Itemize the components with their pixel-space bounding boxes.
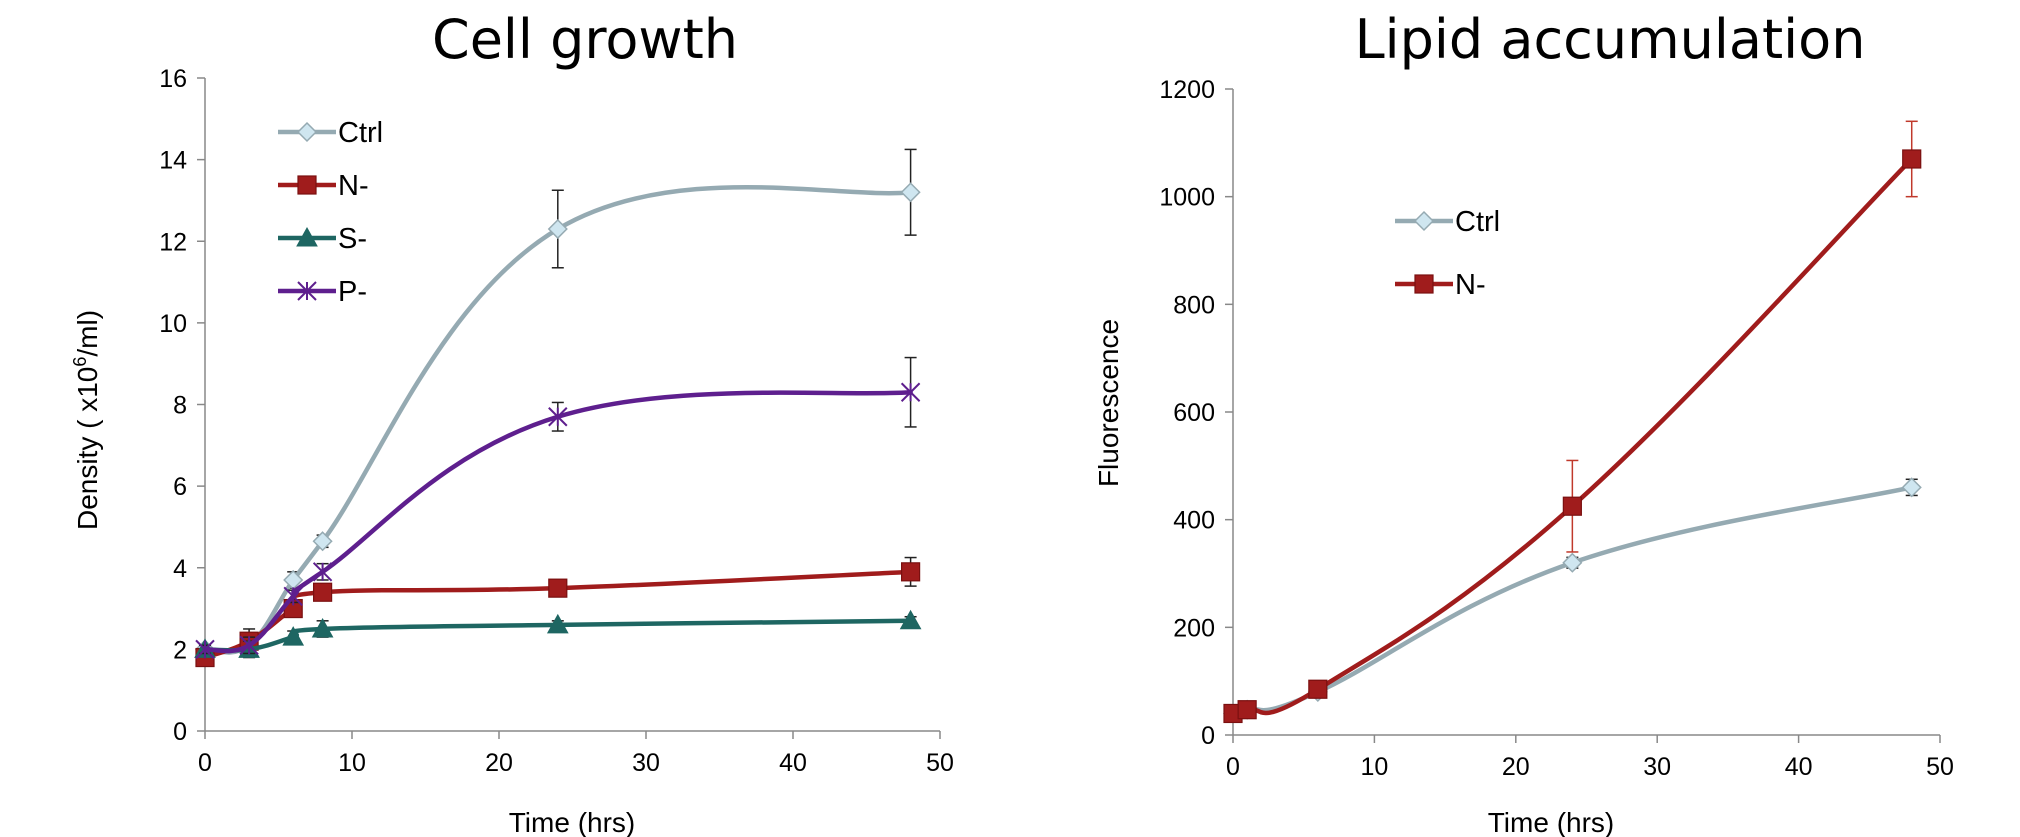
cell-growth-chart: Cell growth Time (hrs) Density ( x106/ml…	[70, 8, 954, 837]
data-point	[1308, 679, 1328, 699]
y-tick-label: 0	[1201, 722, 1215, 750]
x-axis-label: Time (hrs)	[509, 807, 636, 837]
data-point	[282, 626, 305, 646]
legend-marker	[297, 281, 317, 301]
y-tick-label: 14	[159, 147, 187, 175]
data-point	[899, 609, 922, 630]
legend-marker	[297, 175, 317, 195]
legend-item: Ctrl	[278, 117, 383, 149]
data-point	[195, 639, 215, 660]
data-point	[283, 586, 303, 607]
y-tick-label: 2	[173, 636, 187, 664]
x-tick-label: 10	[1360, 753, 1388, 781]
lipid-accumulation-chart: Lipid accumulation Time (hrs) Fluorescen…	[1093, 8, 1954, 837]
x-tick-label: 30	[1643, 753, 1671, 781]
legend-label: N-	[1455, 269, 1486, 301]
legend-label: S-	[338, 223, 367, 255]
chart-title: Cell growth	[432, 8, 738, 71]
legend-item: N-	[1395, 269, 1486, 301]
x-tick-label: 0	[198, 749, 212, 777]
data-point	[900, 182, 921, 203]
data-point	[312, 562, 333, 582]
y-tick-label: 400	[1173, 507, 1215, 535]
legend-item: P-	[278, 276, 367, 308]
y-axis-label: Fluorescence	[1093, 319, 1124, 487]
x-tick-label: 20	[1502, 753, 1530, 781]
series-p	[195, 356, 921, 660]
data-point	[548, 578, 568, 598]
y-tick-label: 1200	[1159, 76, 1215, 104]
data-point	[1901, 477, 1922, 498]
legend-item: N-	[278, 170, 369, 202]
x-axis-label: Time (hrs)	[1488, 807, 1615, 837]
data-point	[1902, 149, 1922, 169]
x-tick-label: 20	[485, 749, 513, 777]
chart-title: Lipid accumulation	[1355, 8, 1866, 71]
y-tick-label: 1000	[1159, 184, 1215, 212]
data-point	[547, 218, 568, 240]
data-point	[548, 407, 568, 427]
data-point	[900, 382, 921, 402]
series-line	[202, 390, 913, 654]
series-s	[194, 609, 922, 659]
data-point	[239, 635, 259, 656]
data-point	[1237, 700, 1257, 720]
series-line	[202, 618, 913, 653]
legend-label: P-	[338, 276, 367, 308]
legend-label: Ctrl	[1455, 206, 1500, 238]
series-n	[1223, 120, 1922, 724]
y-tick-label: 4	[173, 555, 187, 583]
x-tick-label: 40	[779, 749, 807, 777]
data-point	[1562, 552, 1583, 573]
y-tick-label: 200	[1173, 614, 1215, 642]
legend-item: S-	[278, 223, 367, 255]
legend-marker	[296, 226, 318, 247]
x-tick-label: 50	[1926, 753, 1954, 781]
y-tick-label: 6	[173, 473, 187, 501]
data-point	[1562, 496, 1582, 516]
y-tick-label: 600	[1173, 399, 1215, 427]
data-point	[900, 562, 921, 582]
x-tick-label: 40	[1785, 753, 1813, 781]
legend-marker	[1413, 210, 1435, 232]
data-point	[313, 582, 333, 602]
x-tick-label: 50	[926, 749, 954, 777]
data-point	[546, 613, 569, 634]
legend-marker	[296, 121, 318, 143]
x-tick-label: 10	[338, 749, 366, 777]
series-n	[195, 556, 921, 668]
data-point	[311, 617, 334, 638]
y-tick-label: 8	[173, 392, 187, 420]
series-line	[1230, 156, 1914, 716]
y-tick-label: 16	[159, 65, 187, 93]
legend-marker	[1414, 274, 1434, 294]
y-tick-label: 0	[173, 718, 187, 746]
x-tick-label: 30	[632, 749, 660, 777]
y-tick-label: 10	[159, 310, 187, 338]
legend-label: N-	[338, 170, 369, 202]
x-tick-label: 0	[1226, 753, 1240, 781]
y-axis-label: Density ( x106/ml)	[70, 310, 103, 530]
data-point	[312, 531, 333, 552]
y-tick-label: 800	[1173, 291, 1215, 319]
legend-label: Ctrl	[338, 117, 383, 149]
legend-item: Ctrl	[1395, 206, 1500, 238]
y-tick-label: 12	[159, 228, 187, 256]
